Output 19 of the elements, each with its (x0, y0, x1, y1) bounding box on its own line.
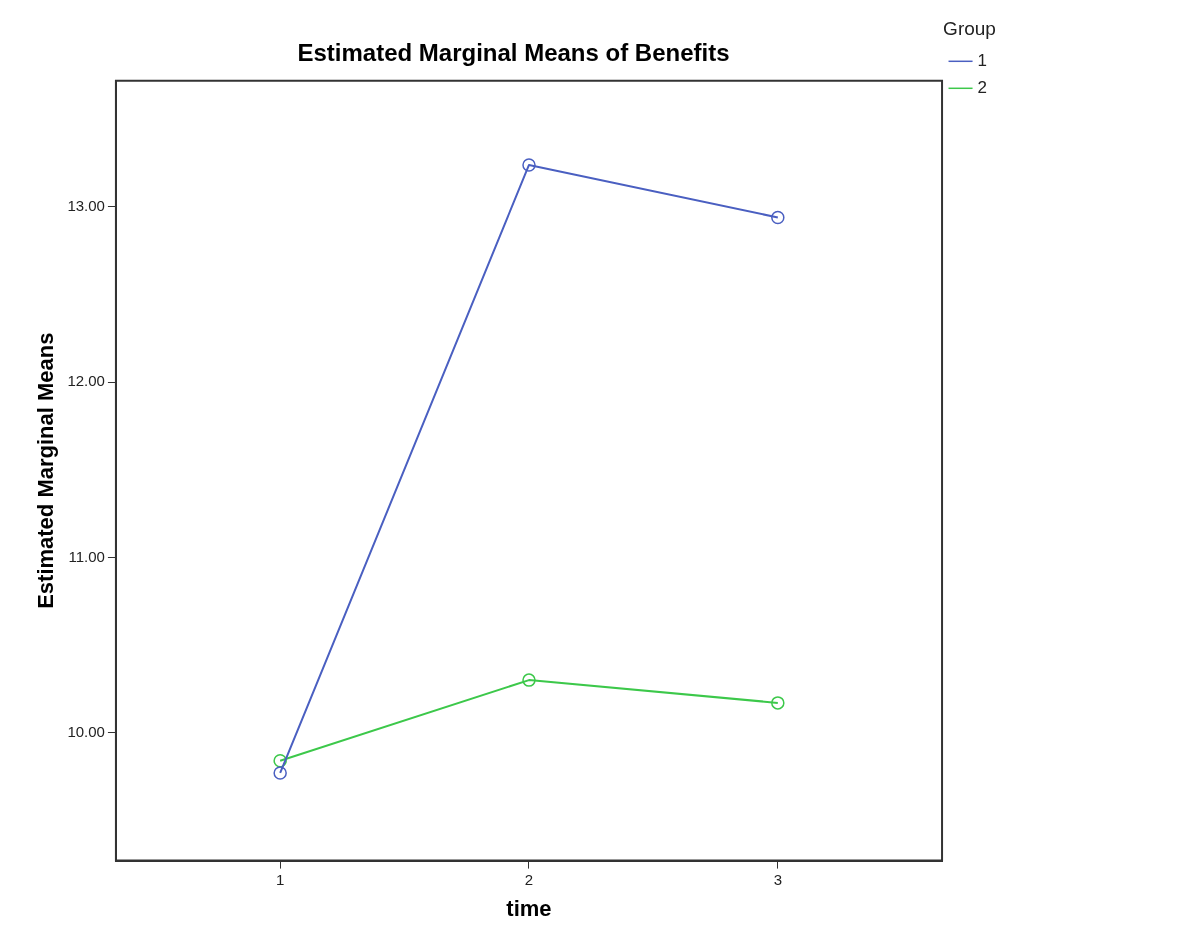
x-tick-label: 3 (773, 870, 782, 888)
point (273, 766, 287, 780)
point (771, 696, 785, 710)
x-axis-title: time (506, 895, 552, 921)
legend-label: 2 (977, 77, 988, 97)
point (522, 158, 536, 172)
point (273, 753, 287, 768)
y-tick-label: 13.00 (67, 197, 105, 215)
legend-label: 1 (977, 50, 988, 70)
x-tick-label: 2 (524, 870, 534, 888)
x-tick-label: 1 (275, 870, 285, 888)
y-tick-label: 12.00 (67, 372, 105, 390)
point (522, 673, 536, 687)
y-tick-label: 11.00 (68, 547, 105, 565)
chart-title: Estimated Marginal Means of Benefits (297, 39, 730, 67)
legend-title: Group (943, 17, 996, 39)
point (771, 210, 785, 225)
y-tick-label: 10.00 (67, 722, 105, 740)
y-axis-title: Estimated Marginal Means (33, 332, 59, 609)
